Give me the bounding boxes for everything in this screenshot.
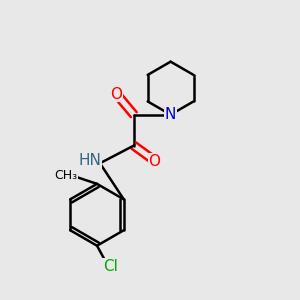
Text: CH₃: CH₃	[55, 169, 78, 182]
Text: HN: HN	[78, 153, 101, 168]
Text: O: O	[148, 154, 160, 169]
Text: N: N	[165, 107, 176, 122]
Text: Cl: Cl	[103, 259, 118, 274]
Text: O: O	[110, 87, 122, 102]
